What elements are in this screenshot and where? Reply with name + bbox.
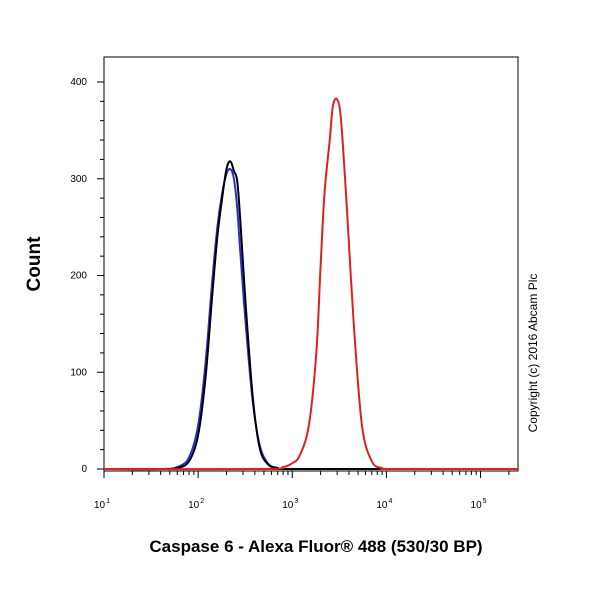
x-major-ticks: [103, 471, 482, 478]
x-tick-label: 103: [282, 498, 298, 511]
x-tick-label: 105: [471, 498, 487, 511]
x-tick-label: 101: [94, 498, 110, 511]
y-axis-title: Count: [24, 236, 45, 292]
y-tick-label: 300: [70, 174, 87, 185]
series-line-3: [103, 97, 519, 471]
x-minor-ticks: [131, 471, 510, 475]
y-tick-label: 200: [70, 271, 87, 282]
y-ticks: [97, 81, 104, 470]
x-tick-label: 102: [188, 498, 204, 511]
series-line-2: [103, 160, 519, 471]
y-tick-label: 400: [70, 77, 87, 88]
y-tick-label: 100: [70, 367, 87, 378]
x-tick-label: 104: [376, 498, 392, 511]
y-tick-labels: 0 100 200 300 400: [70, 77, 87, 475]
series-group: [103, 97, 519, 471]
y-tick-label: 0: [81, 464, 87, 475]
x-axis-title: Caspase 6 - Alexa Fluor® 488 (530/30 BP): [149, 537, 482, 556]
x-tick-labels: 101 102 103 104 105: [94, 498, 487, 511]
copyright-text: Copyright (c) 2016 Abcam Plc: [526, 274, 540, 433]
